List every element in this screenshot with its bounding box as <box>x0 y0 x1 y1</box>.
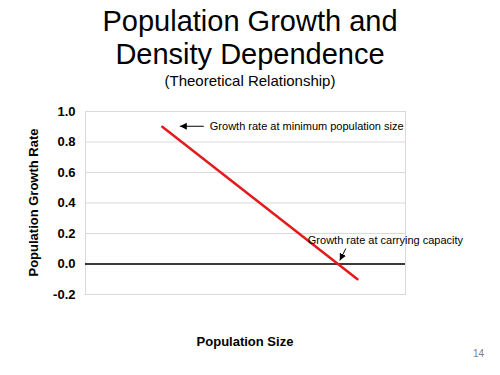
html-text:(Theoretical Relationship): (Theoretical Relationship) <box>164 72 336 89</box>
svg-text:0.6: 0.6 <box>57 165 75 180</box>
svg-text:0.2: 0.2 <box>57 226 75 241</box>
svg-text:Growth rate at carrying capaci: Growth rate at carrying capacity <box>308 234 464 246</box>
svg-text:Population Size: Population Size <box>197 334 294 349</box>
html-text:14: 14 <box>472 348 484 359</box>
svg-text:0.0: 0.0 <box>57 256 75 271</box>
svg-text:0.8: 0.8 <box>57 134 75 149</box>
svg-text:-0.2: -0.2 <box>53 287 75 302</box>
html-text:Population Growth and Density: Population Growth and Density Dependence <box>102 5 398 70</box>
svg-text:Growth rate at minimum populat: Growth rate at minimum population size <box>210 120 404 132</box>
svg-text:Population Growth Rate: Population Growth Rate <box>26 128 41 276</box>
svg-text:0.4: 0.4 <box>57 195 76 210</box>
svg-text:1.0: 1.0 <box>57 104 75 119</box>
